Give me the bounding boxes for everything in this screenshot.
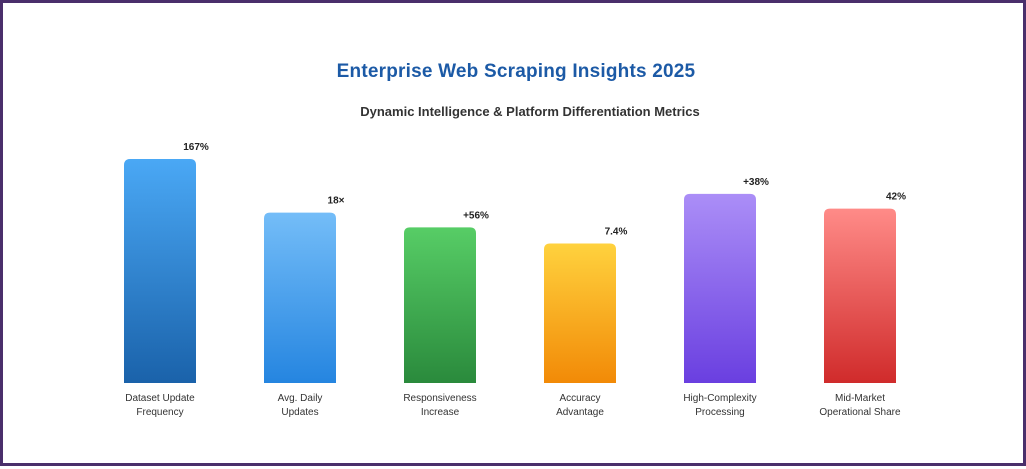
bar-3 [544, 243, 616, 383]
x-tick-label-3: Accuracy Advantage [556, 393, 604, 418]
chart-title: Enterprise Web Scraping Insights 2025 [336, 61, 696, 82]
value-label-0: 167% [183, 142, 209, 153]
bar-0 [124, 159, 196, 383]
value-label-5: 42% [886, 192, 906, 203]
bar-2 [404, 227, 476, 383]
value-label-1: 18× [328, 196, 345, 207]
bars-group: 167% Dataset Update Frequency 18× Avg. Daily… [124, 142, 906, 418]
x-tick-label-1: Avg. Daily Updates [278, 393, 323, 418]
x-tick-label-4: High-Complexity Processing [683, 393, 756, 418]
x-tick-label-5: Mid-Market Operational Share [819, 393, 901, 418]
value-label-3: 7.4% [605, 227, 628, 238]
x-tick-label-2: Responsiveness Increase [403, 393, 476, 418]
bar-1 [264, 212, 336, 383]
bar-5 [824, 208, 896, 383]
bar-chart: 167% Dataset Update Frequency 18× Avg. Daily… [124, 142, 906, 418]
value-label-2: +56% [463, 210, 489, 221]
x-tick-label-0: Dataset Update Frequency [125, 393, 195, 418]
chart-subtitle: Dynamic Intelligence & Platform Differen… [360, 104, 700, 119]
value-label-4: +38% [743, 177, 769, 188]
bar-4 [684, 193, 756, 383]
